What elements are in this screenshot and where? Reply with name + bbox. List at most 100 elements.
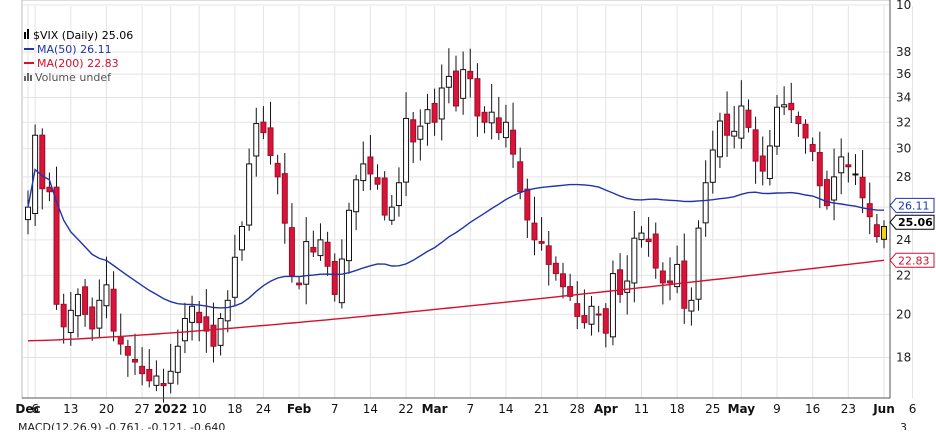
candle <box>317 223 324 261</box>
candle-body <box>246 163 253 226</box>
candle-body <box>260 121 267 134</box>
x-tick-label: 7 <box>466 402 474 416</box>
x-tick-label: 18 <box>227 402 242 416</box>
candle <box>667 257 673 301</box>
candle <box>481 106 488 134</box>
candle-body <box>453 70 459 107</box>
candle-body <box>103 284 110 307</box>
candle-body <box>32 134 39 214</box>
candle-body <box>196 311 203 324</box>
y-tick-label: 10 <box>896 0 911 12</box>
candle <box>160 368 167 403</box>
gridlines <box>21 0 914 399</box>
candle <box>410 111 417 164</box>
candle-body <box>146 368 153 382</box>
candle-body <box>481 111 488 123</box>
ma200-line <box>27 259 885 342</box>
value-tag-box <box>889 252 935 268</box>
candle <box>110 271 117 342</box>
candle-body <box>288 227 295 276</box>
candle-body <box>203 316 210 332</box>
candle <box>467 48 474 98</box>
ma50-label: MA(50) 26.11 <box>37 43 112 56</box>
candle <box>324 231 331 276</box>
candle-body <box>674 263 681 288</box>
candle-body <box>617 269 624 295</box>
candle <box>859 150 866 214</box>
candle <box>246 148 253 231</box>
x-tick-label: Mar <box>422 402 448 416</box>
candle-body <box>552 262 559 275</box>
candle-body <box>595 313 602 316</box>
candle-body <box>424 109 431 124</box>
legend-ma50-entry: MA(50) 26.11 <box>24 43 112 56</box>
candle <box>517 147 524 200</box>
y-tick-label: 28 <box>896 170 911 184</box>
y-tick-label: 18 <box>896 350 911 364</box>
candle <box>752 116 759 184</box>
candle <box>132 333 138 375</box>
candle <box>153 360 160 392</box>
candle-body <box>709 149 716 183</box>
candle <box>738 80 745 149</box>
candle <box>346 202 352 274</box>
candle <box>560 262 566 299</box>
candle <box>588 296 595 336</box>
candle-body <box>167 370 174 384</box>
candle <box>545 230 552 286</box>
x-tick-label: Jun <box>872 402 895 416</box>
x-tick-label: 2022 <box>154 402 187 416</box>
candle <box>303 217 310 305</box>
x-tick-label: Dec <box>15 402 40 416</box>
macd-axis-label: 3 <box>900 421 907 430</box>
candle <box>89 297 96 341</box>
candle-body <box>89 306 96 330</box>
candle-body <box>174 345 181 373</box>
candle <box>360 141 367 192</box>
candle-body <box>253 123 260 157</box>
candle <box>53 166 60 310</box>
x-tick-label: 27 <box>134 402 149 416</box>
candle <box>674 245 681 294</box>
candle-body <box>745 109 752 128</box>
candle-body <box>495 117 502 134</box>
candle-body <box>210 324 217 347</box>
candle-body <box>317 239 324 257</box>
x-tick-label: 13 <box>63 402 78 416</box>
candle <box>474 63 481 137</box>
candle <box>445 48 452 104</box>
candle <box>417 109 424 161</box>
legend-volume-entry: Volume undef <box>24 71 112 84</box>
candle-body <box>324 241 331 267</box>
candle <box>709 130 716 194</box>
candle-body <box>845 164 852 168</box>
candle-body <box>652 233 659 269</box>
candle-body <box>624 280 631 293</box>
candle <box>67 292 74 346</box>
candle <box>823 170 830 210</box>
candle <box>745 99 752 133</box>
candle-body <box>353 179 360 213</box>
candle <box>531 196 538 256</box>
candle-body <box>766 145 773 179</box>
candle-body <box>681 260 688 309</box>
candle-body <box>574 303 581 317</box>
candle-body <box>524 188 531 221</box>
value-tag-label: 25.06 <box>898 216 933 229</box>
candle-body <box>360 163 367 182</box>
candle <box>174 329 181 385</box>
candle <box>831 148 838 221</box>
candle-body <box>538 241 545 244</box>
candle-body <box>638 232 645 241</box>
candle <box>881 220 887 249</box>
y-tick-label: 38 <box>896 45 911 59</box>
candle-body <box>74 293 81 317</box>
candle <box>524 178 531 239</box>
x-tick-label: 6 <box>909 402 917 416</box>
candle-body <box>60 303 67 328</box>
candle <box>602 303 609 348</box>
candle-body <box>474 78 481 117</box>
candle-body <box>124 346 131 356</box>
x-tick-label: 21 <box>534 402 549 416</box>
